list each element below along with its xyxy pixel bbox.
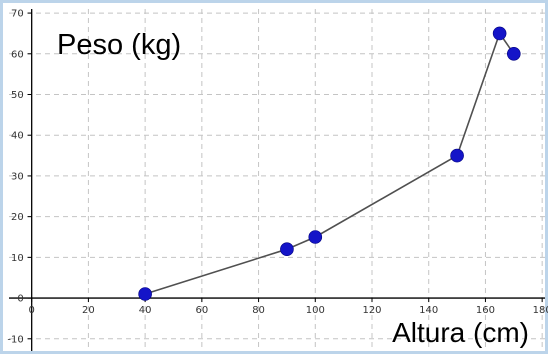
y-tick-label--10: -10 xyxy=(7,334,23,345)
x-tick-label-160: 160 xyxy=(476,305,495,316)
y-tick-label-0: 0 xyxy=(17,294,23,305)
x-tick-label-80: 80 xyxy=(252,305,265,316)
x-tick-labels: 0 20 40 60 80 100 120 140 160 180 xyxy=(29,305,548,316)
data-point-4 xyxy=(450,148,464,163)
data-point-2 xyxy=(280,242,294,257)
y-tick-label-10: 10 xyxy=(11,253,24,264)
y-tick-label-50: 50 xyxy=(11,90,24,101)
y-tick-label-20: 20 xyxy=(11,212,24,223)
y-tick-label-60: 60 xyxy=(11,49,24,60)
series-line xyxy=(144,31,515,295)
data-point-6 xyxy=(507,46,521,61)
y-axis-label: Peso (kg) xyxy=(57,29,181,61)
data-points xyxy=(138,26,521,301)
x-tick-label-20: 20 xyxy=(82,305,95,316)
y-tick-label-30: 30 xyxy=(11,171,24,182)
data-point-3 xyxy=(308,230,323,244)
x-tick-label-60: 60 xyxy=(195,305,208,316)
x-tick-label-0: 0 xyxy=(29,305,35,316)
x-tick-label-100: 100 xyxy=(306,305,325,316)
y-tick-labels: -10 0 10 20 30 40 50 60 70 xyxy=(7,9,23,346)
x-tick-label-40: 40 xyxy=(139,305,152,316)
x-tick-label-120: 120 xyxy=(362,305,381,316)
data-point-5 xyxy=(492,26,507,41)
axes xyxy=(9,9,545,351)
grid-lines xyxy=(9,9,545,351)
y-tick-label-40: 40 xyxy=(11,131,24,142)
data-point-1 xyxy=(138,287,152,301)
y-tick-label-70: 70 xyxy=(11,9,24,20)
x-tick-label-180: 180 xyxy=(533,305,548,316)
x-axis-label: Altura (cm) xyxy=(392,317,529,348)
x-tick-label-140: 140 xyxy=(419,305,438,316)
line-chart: 0 20 40 60 80 100 120 140 160 180 -10 0 10 20 30 40 50 6… xyxy=(7,9,548,351)
